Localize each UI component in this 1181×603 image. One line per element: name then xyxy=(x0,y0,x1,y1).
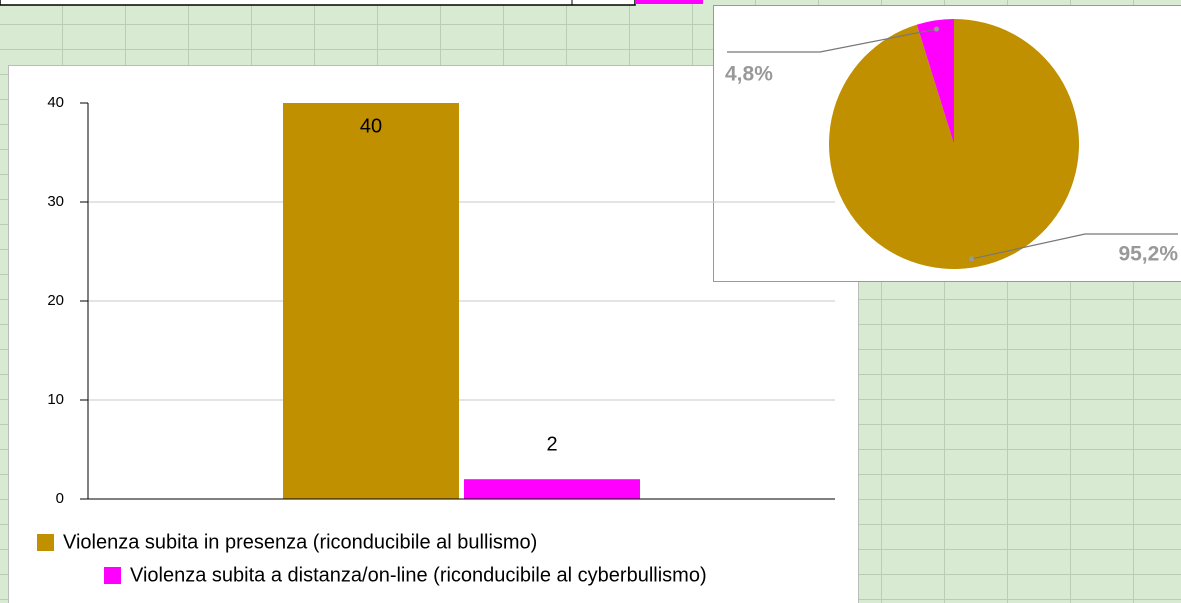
y-tick-label: 10 xyxy=(47,391,64,408)
data-label: 40 xyxy=(360,115,382,137)
leader-line xyxy=(971,233,1178,260)
bar xyxy=(283,103,459,499)
y-tick-label: 0 xyxy=(56,490,64,507)
y-tick-label: 20 xyxy=(47,292,64,309)
legend-swatch xyxy=(104,567,121,584)
legend-label: Violenza subita a distanza/on-line (rico… xyxy=(130,564,707,586)
legend-label: Violenza subita in presenza (riconducibi… xyxy=(63,531,537,553)
pie-slice xyxy=(916,19,954,144)
table-row xyxy=(0,0,636,6)
pie-label: 95,2% xyxy=(1118,243,1178,266)
legend-swatch xyxy=(37,534,54,551)
leader-dot xyxy=(968,256,974,262)
data-label: 2 xyxy=(546,433,557,455)
bar xyxy=(464,479,640,499)
leader-dot xyxy=(934,26,940,32)
pie-label: 4,8% xyxy=(725,63,773,86)
leader-line xyxy=(727,28,937,53)
y-tick-label: 30 xyxy=(47,193,64,210)
colored-cell xyxy=(635,0,703,4)
y-tick-label: 40 xyxy=(47,94,64,111)
